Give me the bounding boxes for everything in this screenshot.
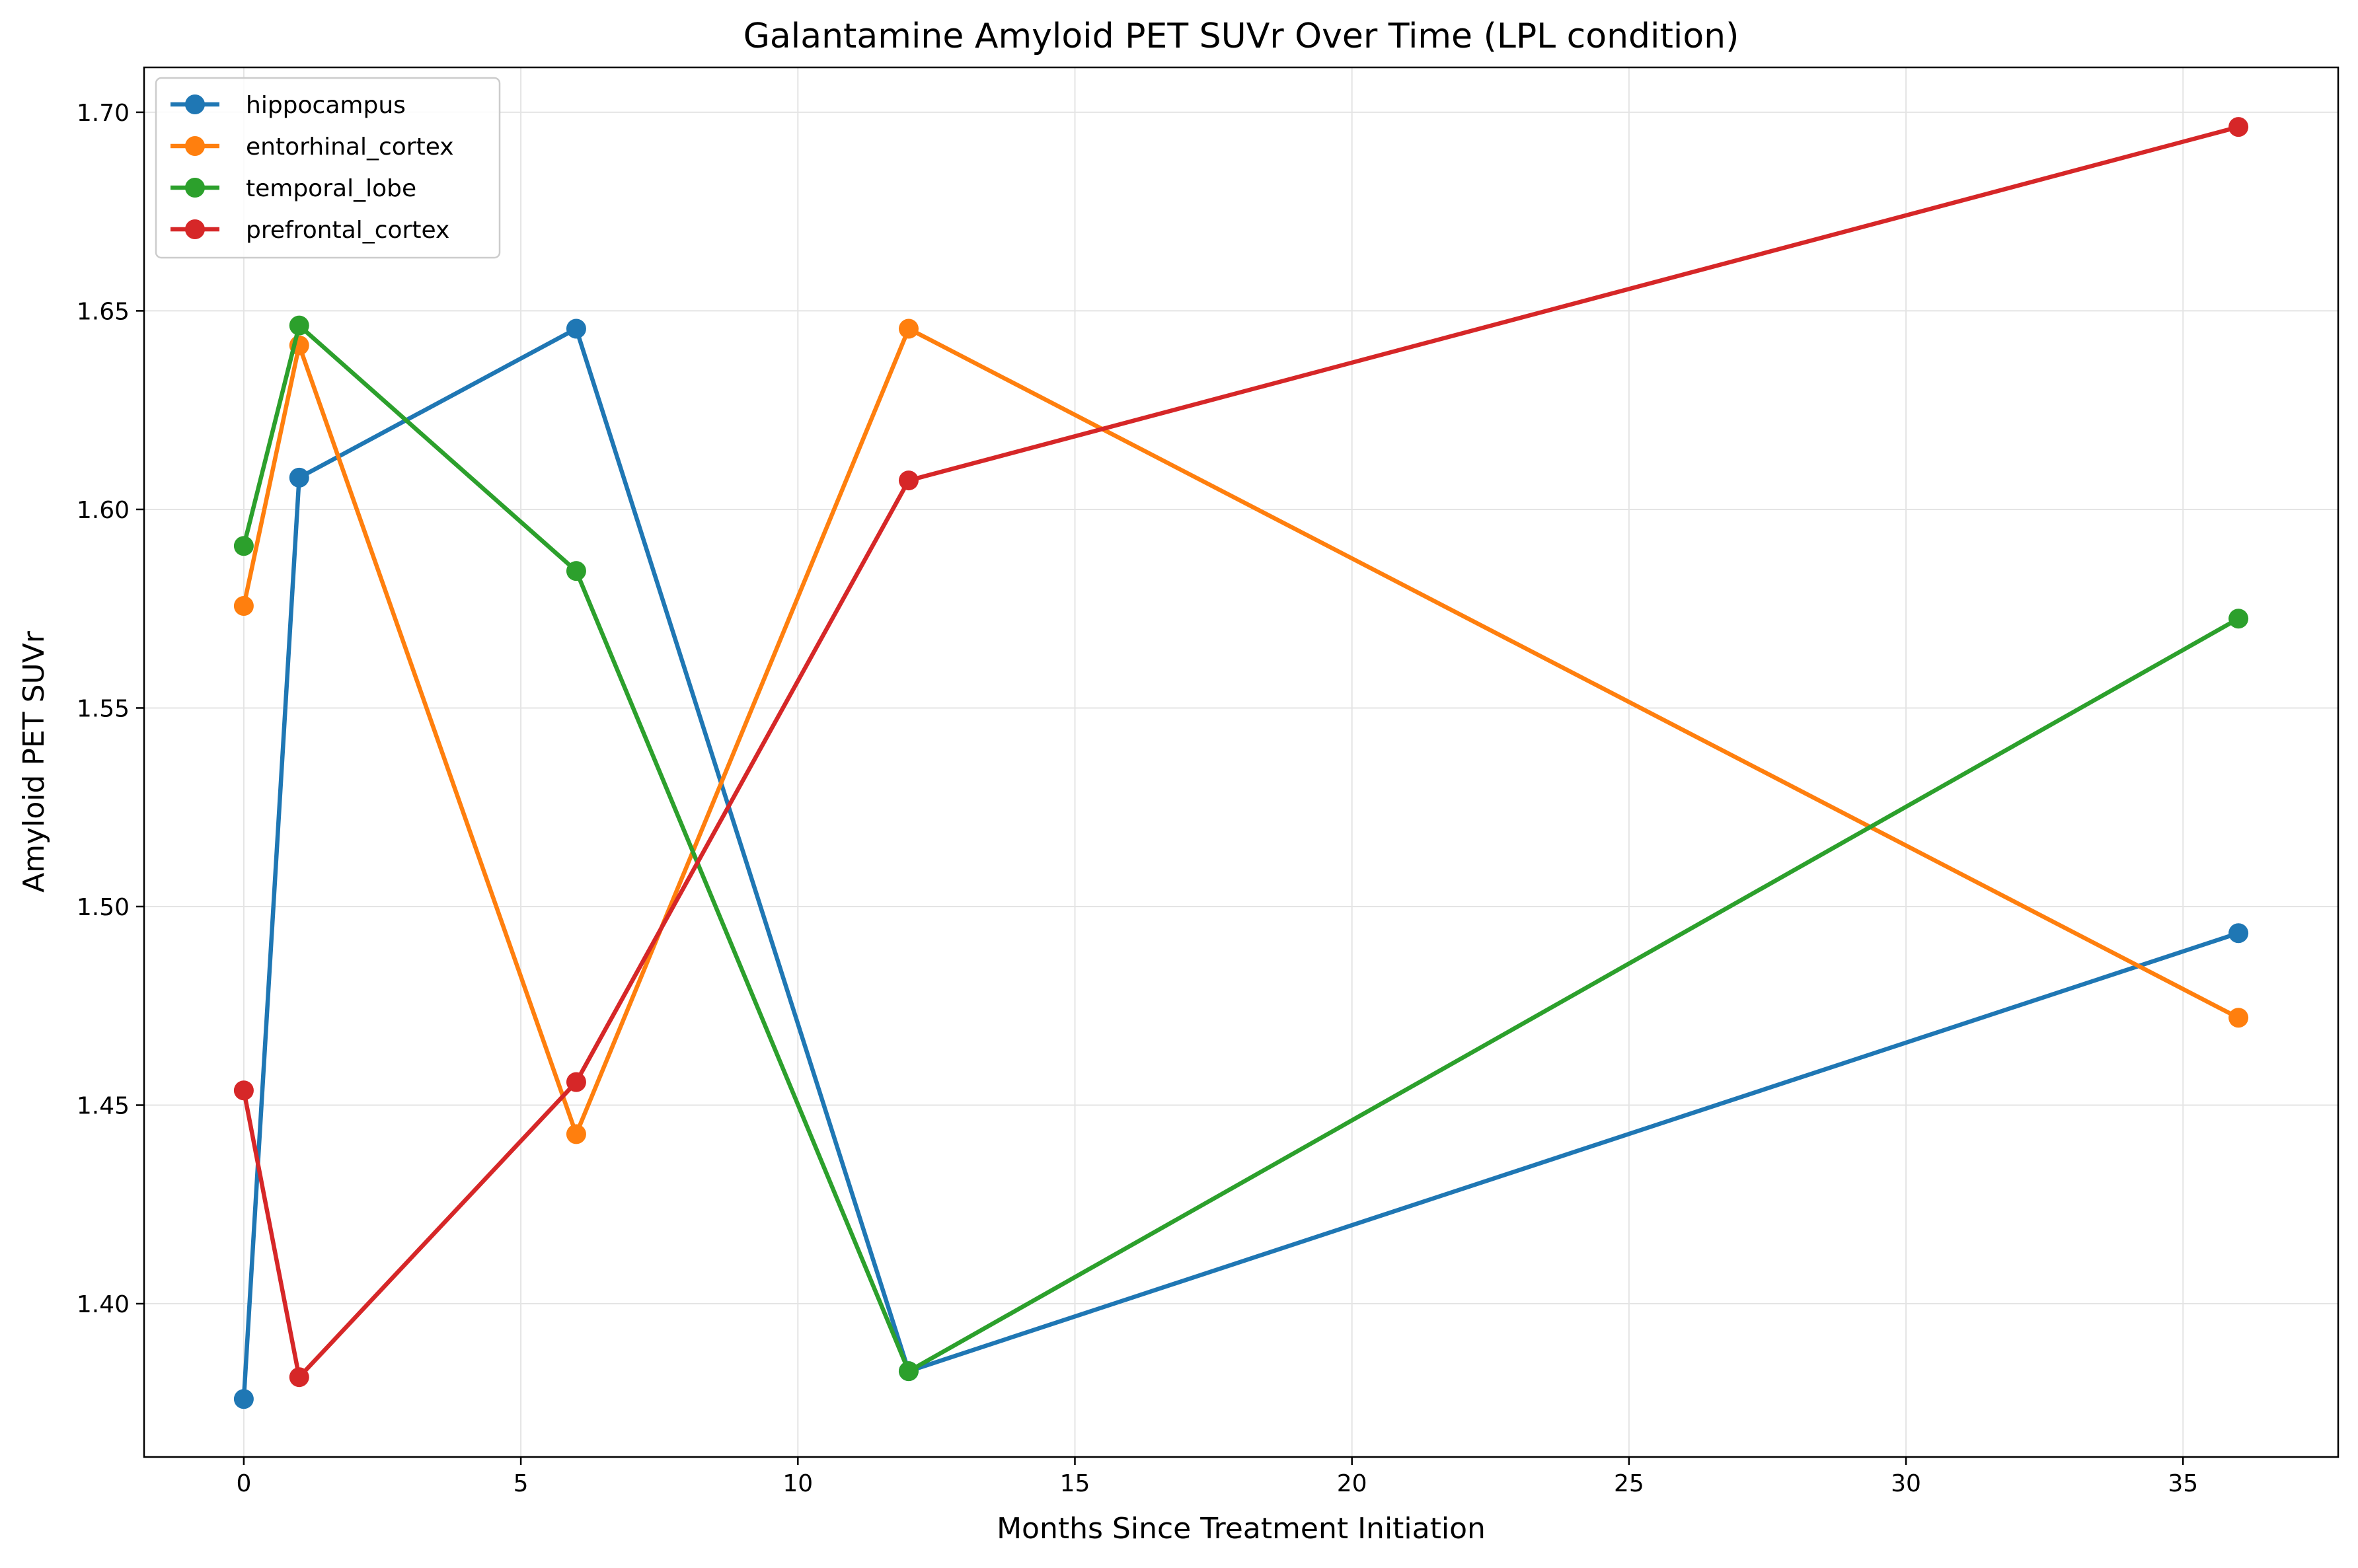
legend-item: entorhinal_cortex [171,133,454,161]
ticks: 0 5 10 15 20 25 30 35 1.40 1.45 1.50 1.55 1.60 1.65 1.… [77,100,2198,1497]
y-axis-label: Amyloid PET SUVr [17,630,51,893]
data-point [2228,923,2249,944]
data-point [566,318,586,339]
series-temporal-lobe [233,315,2249,1382]
legend-item: temporal_lobe [171,175,416,202]
legend-marker [185,219,205,239]
grid [144,67,2338,1457]
legend-item: prefrontal_cortex [171,217,449,244]
x-tick-label: 35 [2168,1470,2198,1497]
y-tick-label: 1.70 [77,100,130,127]
data-point [289,315,309,336]
legend-label: hippocampus [246,92,406,119]
data-point [289,1367,309,1388]
y-tick-label: 1.40 [77,1291,130,1318]
x-axis-label: Months Since Treatment Initiation [997,1512,1486,1546]
x-tick-label: 20 [1337,1470,1367,1497]
data-point [566,1124,586,1144]
data-point [233,1389,254,1409]
data-point [233,595,254,616]
legend-box [155,77,501,259]
legend: hippocampus entorhinal_cortex temporal_lob… [155,77,501,259]
y-tick-label: 1.60 [77,497,130,524]
x-tick-label: 15 [1060,1470,1090,1497]
legend-label: prefrontal_cortex [246,217,449,244]
x-tick-label: 10 [782,1470,813,1497]
legend-item: hippocampus [171,92,406,119]
y-tick-label: 1.45 [77,1092,130,1119]
x-tick-label: 0 [236,1470,251,1497]
legend-label: entorhinal_cortex [246,133,454,161]
data-point [233,1080,254,1101]
data-point [233,536,254,556]
x-tick-label: 5 [513,1470,529,1497]
data-point [566,561,586,581]
legend-label: temporal_lobe [246,175,416,202]
y-tick-label: 1.65 [77,298,130,325]
series-layer [233,117,2249,1409]
data-point [898,470,919,491]
legend-marker [185,178,205,198]
data-point [566,1072,586,1092]
legend-marker [185,136,205,156]
chart-title: Galantamine Amyloid PET SUVr Over Time (… [743,17,1739,56]
data-point [2228,117,2249,137]
data-point [2228,1008,2249,1028]
data-point [289,467,309,488]
legend-marker [185,94,205,114]
data-point [898,1361,919,1382]
series-prefrontal-cortex [233,117,2249,1388]
y-tick-label: 1.50 [77,894,130,921]
x-tick-label: 30 [1891,1470,1921,1497]
data-point [2228,609,2249,629]
plot-frame [143,66,2339,1458]
data-point [898,318,919,339]
y-tick-label: 1.55 [77,695,130,722]
x-tick-label: 25 [1614,1470,1644,1497]
